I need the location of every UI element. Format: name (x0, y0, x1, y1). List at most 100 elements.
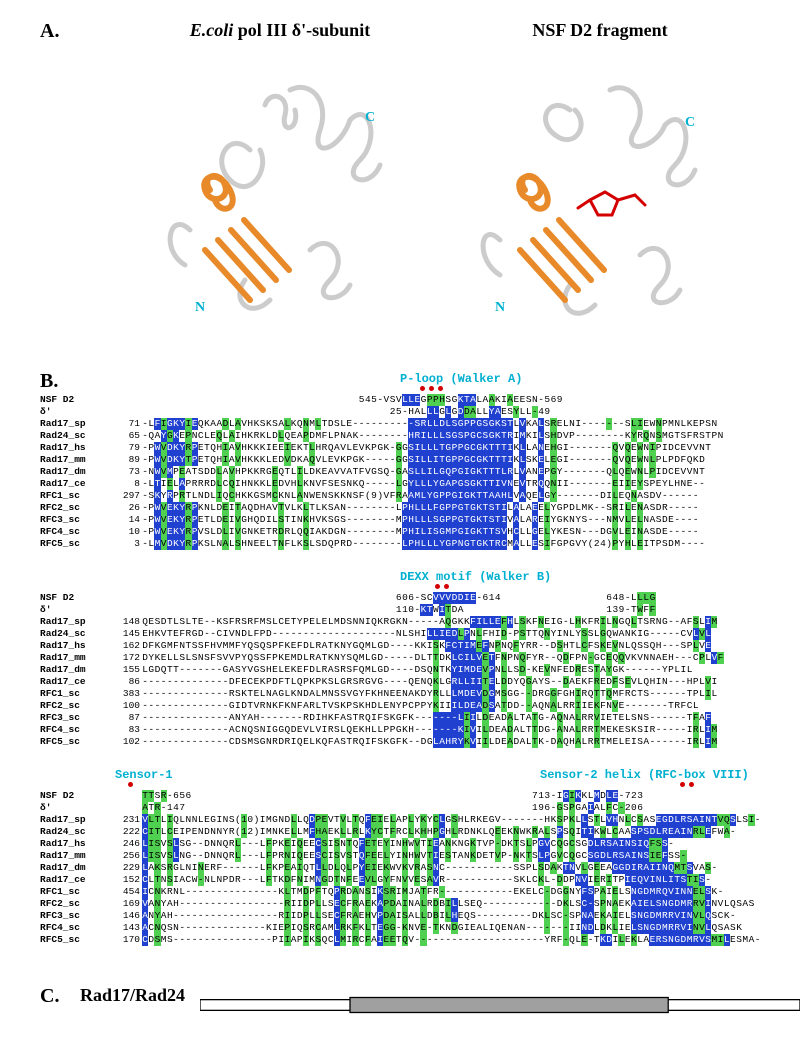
sequence-residues: LISVSLSG--DNNQRL---LFPKEIQEECSISNTQFETEY… (142, 838, 674, 850)
sequence-row: RFC2_sc26-PWVEKYRPKNLDEITAQDHAVTVLKLTLKS… (40, 502, 724, 514)
sequence-start: 297 (112, 490, 142, 502)
sequence-start (112, 394, 142, 406)
sequence-row: δ' 25-HALLLGLGDDALLYAESYLL-49 (40, 406, 724, 418)
sequence-residues: -SKYRPRTLNDLIQCHKKGSMCKNLANWENSKKNSF(9)V… (142, 490, 699, 502)
sequence-label: Rad17_sp (40, 814, 112, 826)
sequence-residues: CDSMS----------------PIIAPIKSQCLMIRCFAIE… (142, 934, 761, 946)
sequence-row: Rad17_ce8-LTIELAPRRRDLCQIHNKKLEDVHLKNVFS… (40, 478, 724, 490)
sequence-start: 79 (112, 442, 142, 454)
sequence-residues: -LTIELAPRRRDLCQIHNKKLEDVHLKNVFSESNKQ----… (142, 478, 705, 490)
sequence-residues: -LMVDKYRPKSLNALSHNEELTNFLKSLSDQPRD------… (142, 538, 705, 550)
sequence-label: NSF D2 (40, 592, 112, 604)
structure-right-title: NSF D2 fragment (470, 20, 730, 41)
sequence-residues: -QAYGKEPNCLEQLAIHKRKLDLQEAPDMFLPNAK-----… (142, 430, 724, 442)
sequence-label: Rad17_ce (40, 874, 112, 886)
structure-left: N C (110, 50, 410, 340)
sequence-label: NSF D2 (40, 394, 112, 406)
sequence-residues: EHKVTEFRGD--CIVNDLFPD-------------------… (142, 628, 711, 640)
sequence-residues: -LFIGKYIEQKAADLAVHKSKSALKQNMLTDSLE------… (142, 418, 717, 430)
sequence-residues: -PWVEKYRPKNLDEITAQDHAVTVLKLTLKSAN-------… (142, 502, 699, 514)
sequence-start: 71 (112, 418, 142, 430)
c-terminus-left: C (365, 110, 375, 126)
sequence-row: Rad17_ce86--------------DFECEKPDFTLQPKPK… (40, 676, 724, 688)
sequence-row: RFC1_sc383--------------RSKTELNAGLKNDALM… (40, 688, 724, 700)
sequence-row: RFC5_sc3-LMVDKYRPKSLNALSHNEELTNFLKSLSDQP… (40, 538, 724, 550)
sequence-residues: 545-VSVLLEGPPHSGKTALAAKIAEESN-569 (142, 394, 563, 406)
sequence-start: 155 (112, 664, 142, 676)
sequence-row: Rad17_ce152CLTNSIACW-NLNPDR---LFTKDFNIMN… (40, 874, 761, 886)
sequence-row: Rad17_hs162DFKGMFNTSSFHVMMFYQSQSPFKEFDLR… (40, 640, 724, 652)
sequence-start: 229 (112, 862, 142, 874)
sequence-start: 14 (112, 514, 142, 526)
sequence-label: Rad17_sp (40, 616, 112, 628)
sequence-start: 3 (112, 538, 142, 550)
structure-left-title-rest: pol III δ'-subunit (233, 20, 370, 40)
structure-right-svg (440, 50, 740, 340)
motif-walkerb: DEXX motif (Walker B) (400, 570, 551, 584)
sequence-start: 148 (112, 616, 142, 628)
sequence-label: Rad17_dm (40, 466, 112, 478)
sequence-start (112, 802, 142, 814)
sequence-row: Rad17_dm229LAKSRGLNINERF------LFKPEAIQTL… (40, 862, 761, 874)
sequence-label: Rad17_ce (40, 478, 112, 490)
sequence-label: RFC4_sc (40, 922, 112, 934)
motif-sensor1: Sensor-1 (115, 768, 173, 782)
sequence-label: Rad17_hs (40, 442, 112, 454)
dots-sensor1 (128, 782, 133, 787)
panel-a-label: A. (40, 20, 59, 43)
sequence-start: 152 (112, 874, 142, 886)
sequence-start: 383 (112, 688, 142, 700)
sequence-residues: --------------ACNQSNIGGQDEVLVIRSLQEKHLLP… (142, 724, 717, 736)
sequence-label: RFC5_sc (40, 538, 112, 550)
domain-diagram (200, 990, 800, 1020)
sequence-start: 73 (112, 466, 142, 478)
sequence-residues: -PWVDKYRPETQHIAVHKKKIEEIEKTLHRQAVLEVKPGK… (142, 442, 711, 454)
sequence-row: RFC3_sc146ANYAH-----------------RIIDPLLS… (40, 910, 761, 922)
sequence-start: 170 (112, 934, 142, 946)
sequence-row: NSF D2 606-SCVVVDDIE-614 648-LLLG (40, 592, 724, 604)
sequence-residues: -NWVMPEATSDDLAVHPKKRGEQTLILDKEAVVATFVGSQ… (142, 466, 705, 478)
structure-left-title: E.coli pol III δ'-subunit (140, 20, 420, 41)
sequence-residues: -PWVEKYRPETLDEIVGHQDILSTINKHVKSGS-------… (142, 514, 699, 526)
sequence-start: 100 (112, 700, 142, 712)
sequence-row: Rad17_dm155LGDQTT-------GASYVGSHELEKEFDL… (40, 664, 724, 676)
sequence-row: RFC5_sc102--------------CDSMSGNRDRIQELKQ… (40, 736, 724, 748)
alignment-block-1: NSF D2 545-VSVLLEGPPHSGKTALAAKIAEESN-569… (40, 394, 724, 550)
sequence-row: RFC3_sc87--------------ANYAH-------RDIHK… (40, 712, 724, 724)
sequence-residues: ATR-147 196-GSPGAIALFC-206 (142, 802, 643, 814)
sequence-label: RFC2_sc (40, 502, 112, 514)
sequence-label: Rad24_sc (40, 430, 112, 442)
sequence-start: 145 (112, 628, 142, 640)
sequence-row: RFC4_sc83--------------ACNQSNIGGQDEVLVIR… (40, 724, 724, 736)
domain-protein-name: Rad17/Rad24 (80, 985, 185, 1006)
dots-sensor2 (680, 782, 694, 787)
sequence-residues: --------------CDSMSGNRDRIQELKQFASTRQIFSK… (142, 736, 717, 748)
structure-left-title-italic: E.coli (190, 20, 234, 40)
sequence-label: Rad17_dm (40, 664, 112, 676)
sequence-row: Rad24_sc65-QAYGKEPNCLEQLAIHKRKLDLQEAPDMF… (40, 430, 724, 442)
sequence-residues: -PWVDKYTPETQHIAVHKKKLEDVDKAQVLEVKPGK----… (142, 454, 705, 466)
sequence-label: Rad17_mm (40, 454, 112, 466)
sequence-start (112, 592, 142, 604)
sequence-residues: 25-HALLLGLGDDALLYAESYLL-49 (142, 406, 550, 418)
sequence-row: RFC2_sc100--------------GIDTVRNKFKNFARLT… (40, 700, 724, 712)
sequence-residues: ICNKRNL---------------KLTMDPFTQPRDANSIKS… (142, 886, 724, 898)
sequence-residues: 110-KTWITDA 139-TWFF (142, 604, 656, 616)
sequence-residues: LGDQTT-------GASYVGSHELEKEFDLRASRSFQMLGD… (142, 664, 693, 676)
sequence-residues: LAKSRGLNINERF------LFKPEAIQTLLDLQLPYEIEK… (142, 862, 717, 874)
sequence-label: Rad24_sc (40, 628, 112, 640)
sequence-label: Rad17_hs (40, 640, 112, 652)
sequence-start: 454 (112, 886, 142, 898)
sequence-start: 231 (112, 814, 142, 826)
structure-left-svg (110, 50, 410, 340)
sequence-row: Rad24_sc145EHKVTEFRGD--CIVNDLFPD--------… (40, 628, 724, 640)
sequence-label: Rad17_sp (40, 418, 112, 430)
sequence-label: Rad17_hs (40, 838, 112, 850)
sequence-label: Rad17_mm (40, 652, 112, 664)
sequence-residues: ACNQSN--------------KIEPIQSRCAMLRKFKLTEG… (142, 922, 742, 934)
sequence-row: RFC2_sc169VANYAH-----------------RIIDPLL… (40, 898, 761, 910)
sequence-label: RFC2_sc (40, 700, 112, 712)
sequence-row: Rad17_sp231VLTLIQLNNLEGINS(10)IMGNDLLQDP… (40, 814, 761, 826)
n-terminus-right: N (495, 300, 505, 316)
sequence-row: RFC3_sc14-PWVEKYRPETLDEIVGHQDILSTINKHVKS… (40, 514, 724, 526)
